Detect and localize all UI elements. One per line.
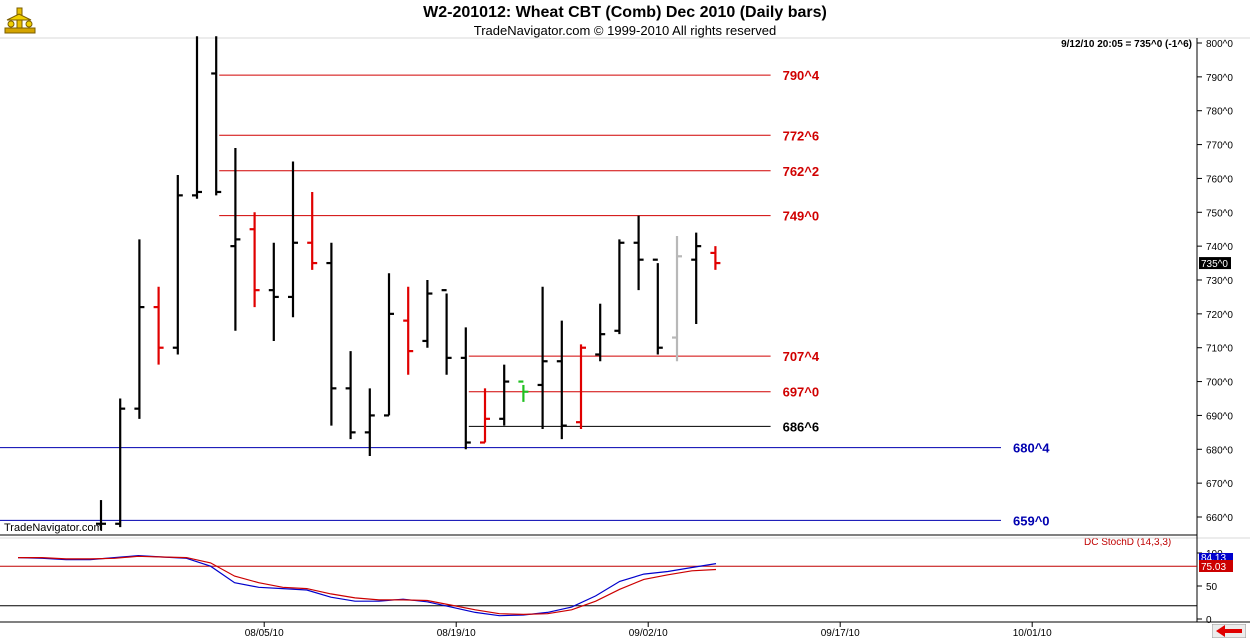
ohlc-bar: [537, 286, 548, 429]
y-tick-label: 800^0: [1206, 39, 1233, 50]
watermark: TradeNavigator.com: [4, 522, 103, 534]
stoch-d-value-box: [1199, 560, 1233, 572]
y-tick-label: 760^0: [1206, 174, 1233, 185]
ohlc-bar: [403, 286, 414, 375]
x-tick-label: 10/01/10: [1013, 628, 1052, 639]
price-level-label: 772^6: [783, 128, 820, 143]
stoch-tick-label: 0: [1206, 615, 1212, 626]
y-tick-label: 750^0: [1206, 208, 1233, 219]
ohlc-bar: [652, 258, 663, 355]
ohlc-bar: [115, 398, 126, 528]
ohlc-bar: [518, 380, 529, 402]
ohlc-bar: [153, 286, 164, 365]
stochastic-title: DC StochD (14,3,3): [1084, 537, 1172, 548]
ohlc-bar: [595, 303, 606, 362]
ohlc-bar: [480, 388, 490, 444]
y-tick-label: 660^0: [1206, 513, 1233, 524]
y-tick-label: 710^0: [1206, 344, 1233, 355]
copyright-subtitle: TradeNavigator.com © 1999-2010 All right…: [473, 23, 777, 38]
ohlc-bar: [691, 232, 702, 325]
y-tick-label: 720^0: [1206, 310, 1233, 321]
ohlc-bar: [307, 191, 318, 270]
price-level-label: 749^0: [783, 209, 820, 224]
y-tick-label: 700^0: [1206, 378, 1233, 389]
ohlc-bar: [422, 280, 433, 348]
y-tick-label: 790^0: [1206, 73, 1233, 84]
ohlc-bar: [672, 235, 682, 362]
ohlc-bar: [230, 147, 241, 331]
x-tick-label: 09/02/10: [629, 628, 668, 639]
price-level-label: 697^0: [783, 385, 820, 400]
ohlc-bar: [499, 364, 510, 426]
trade-navigator-logo-icon: [4, 7, 36, 34]
ohlc-bar: [576, 344, 586, 429]
y-tick-label: 730^0: [1206, 276, 1233, 287]
stoch-tick-label: 50: [1206, 582, 1218, 593]
price-level-label: 680^4: [1013, 441, 1050, 456]
stoch-k-value-label: 84.13: [1201, 553, 1226, 564]
ohlc-bar: [384, 273, 394, 417]
price-level-label: 659^0: [1013, 513, 1050, 528]
ohlc-bar: [556, 320, 567, 440]
x-tick-label: 08/05/10: [245, 628, 284, 639]
chart-title: W2-201012: Wheat CBT (Comb) Dec 2010 (Da…: [423, 4, 827, 21]
price-level-label: 790^4: [783, 68, 820, 83]
last-price-stamp: 9/12/10 20:05 = 735^0 (-1^6): [1061, 39, 1192, 50]
ohlc-bar: [211, 36, 222, 196]
stoch-series-line: [17, 554, 717, 617]
stoch-series-line: [18, 555, 717, 616]
ohlc-bar: [345, 351, 356, 440]
last-price-box: [1199, 257, 1231, 270]
ohlc-bar: [288, 161, 298, 318]
y-tick-label: 680^0: [1206, 445, 1233, 456]
stoch-d-value-label: 75.03: [1201, 562, 1226, 573]
ohlc-bar: [134, 239, 145, 419]
left-arrow-icon[interactable]: [1212, 624, 1246, 638]
ohlc-bar: [249, 212, 260, 308]
price-level-label: 686^6: [783, 419, 820, 434]
ohlc-bar: [172, 175, 183, 355]
ohlc-bar: [633, 215, 644, 291]
ohlc-bar: [268, 242, 279, 341]
ohlc-bar: [460, 327, 471, 450]
ohlc-bar: [96, 500, 106, 531]
stoch-k-value-box: [1199, 553, 1233, 562]
price-level-label: 762^2: [783, 164, 820, 179]
ohlc-bar: [364, 388, 375, 457]
price-level-label: 707^4: [783, 349, 820, 364]
y-tick-label: 740^0: [1206, 242, 1233, 253]
ohlc-bar: [326, 242, 337, 426]
ohlc-bar: [614, 239, 625, 335]
ohlc-bar: [441, 289, 452, 375]
x-tick-label: 08/19/10: [437, 628, 476, 639]
y-tick-label: 780^0: [1206, 107, 1233, 118]
ohlc-bar: [710, 246, 721, 270]
last-price-label: 735^0: [1201, 259, 1228, 270]
x-tick-label: 09/17/10: [821, 628, 860, 639]
y-tick-label: 690^0: [1206, 411, 1233, 422]
y-tick-label: 670^0: [1206, 479, 1233, 490]
ohlc-bar: [192, 36, 202, 199]
y-tick-label: 770^0: [1206, 141, 1233, 152]
